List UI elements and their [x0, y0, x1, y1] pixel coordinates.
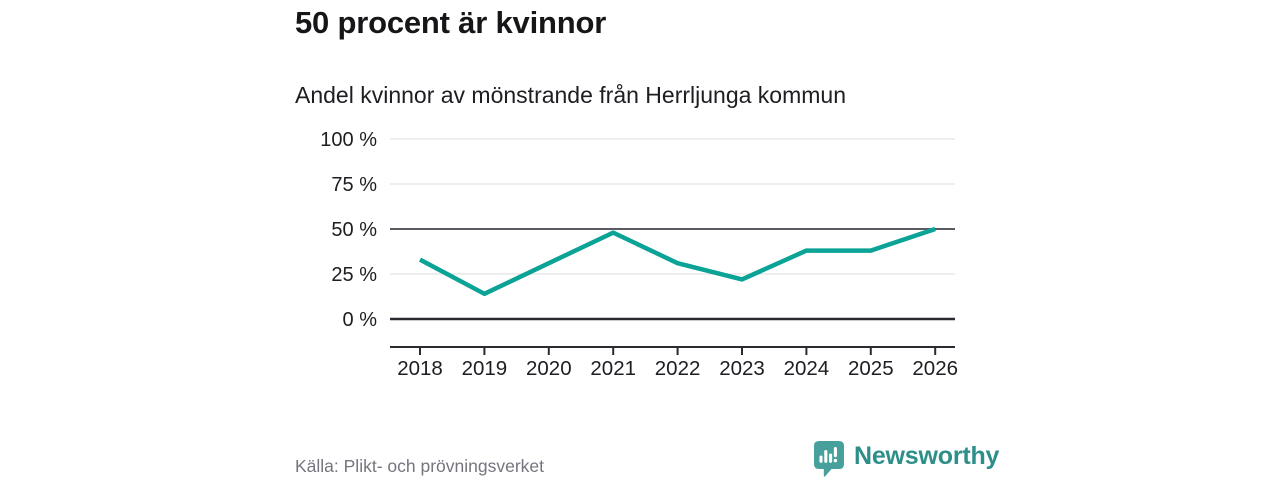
- brand-name: Newsworthy: [854, 442, 1000, 470]
- x-axis-tick-label: 2022: [655, 357, 701, 380]
- brand-logo: Newsworthy: [812, 440, 999, 478]
- speech-bubble-bar-chart-icon: [814, 441, 844, 477]
- x-axis-tick-label: 2025: [848, 357, 894, 380]
- x-axis-tick-label: 2020: [526, 357, 572, 380]
- y-axis-tick-label: 100 %: [320, 129, 377, 151]
- x-axis-tick-label: 2021: [590, 357, 636, 380]
- y-axis-tick-label: 25 %: [331, 264, 377, 286]
- chart-title: 50 procent är kvinnor: [295, 5, 607, 40]
- chart-subtitle: Andel kvinnor av mönstrande från Herrlju…: [295, 82, 846, 108]
- speech-bubble-shape: [814, 441, 844, 477]
- x-axis-tick-label: 2023: [719, 357, 765, 380]
- y-axis-tick-label: 50 %: [331, 219, 377, 241]
- line-chart: 0 % 25 % 50 % 75 % 100 % 2018 2019 2020 2021 2022…: [320, 129, 958, 380]
- bar-chart-glyph: [819, 447, 837, 463]
- x-axis-tick-label: 2018: [397, 357, 443, 380]
- x-axis-tick-label: 2026: [912, 357, 958, 380]
- exclamation-dot: [833, 458, 838, 463]
- x-axis-tick-label: 2024: [784, 357, 830, 380]
- y-axis-tick-label: 0 %: [343, 309, 378, 331]
- x-axis-tick-label: 2019: [462, 357, 508, 380]
- y-axis-tick-label: 75 %: [331, 174, 377, 196]
- trend-line: [418, 226, 936, 297]
- source-note: Källa: Plikt- och prövningsverket: [295, 456, 544, 476]
